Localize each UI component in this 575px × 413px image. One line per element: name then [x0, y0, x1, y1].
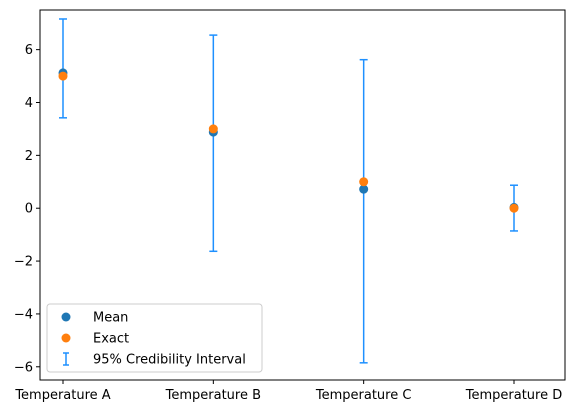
legend-label: Exact [93, 332, 129, 347]
y-tick-label: −4 [14, 307, 33, 322]
points-layer [58, 68, 519, 213]
x-tick-label: Temperature C [315, 388, 412, 403]
y-tick-label: 0 [25, 202, 33, 217]
y-tick-label: 4 [25, 96, 33, 111]
x-tick-label: Temperature A [14, 388, 110, 403]
y-tick-label: 6 [25, 43, 33, 58]
legend: Mean Exact 95% Credibility Interval [46, 303, 263, 373]
exact-point [208, 124, 218, 134]
mean-point [359, 184, 369, 194]
legend-marker-exact [61, 333, 71, 343]
exact-point [509, 203, 519, 213]
exact-point [359, 177, 369, 187]
x-tick-label: Temperature B [165, 388, 261, 403]
legend-label: 95% Credibility Interval [93, 353, 246, 368]
x-tick-label: Temperature D [465, 388, 563, 403]
legend-marker-mean [61, 312, 71, 322]
legend-box [46, 303, 263, 373]
y-tick-label: −2 [14, 255, 33, 270]
y-tick-label: −6 [14, 360, 33, 375]
y-axis: −6 −4 −2 0 2 4 6 [14, 43, 40, 375]
x-axis: Temperature A Temperature B Temperature C T… [14, 380, 562, 403]
legend-label: Mean [93, 311, 128, 326]
exact-point [58, 71, 68, 81]
y-tick-label: 2 [25, 149, 33, 164]
axes-frame [39, 9, 566, 381]
interval-layer [59, 18, 518, 364]
